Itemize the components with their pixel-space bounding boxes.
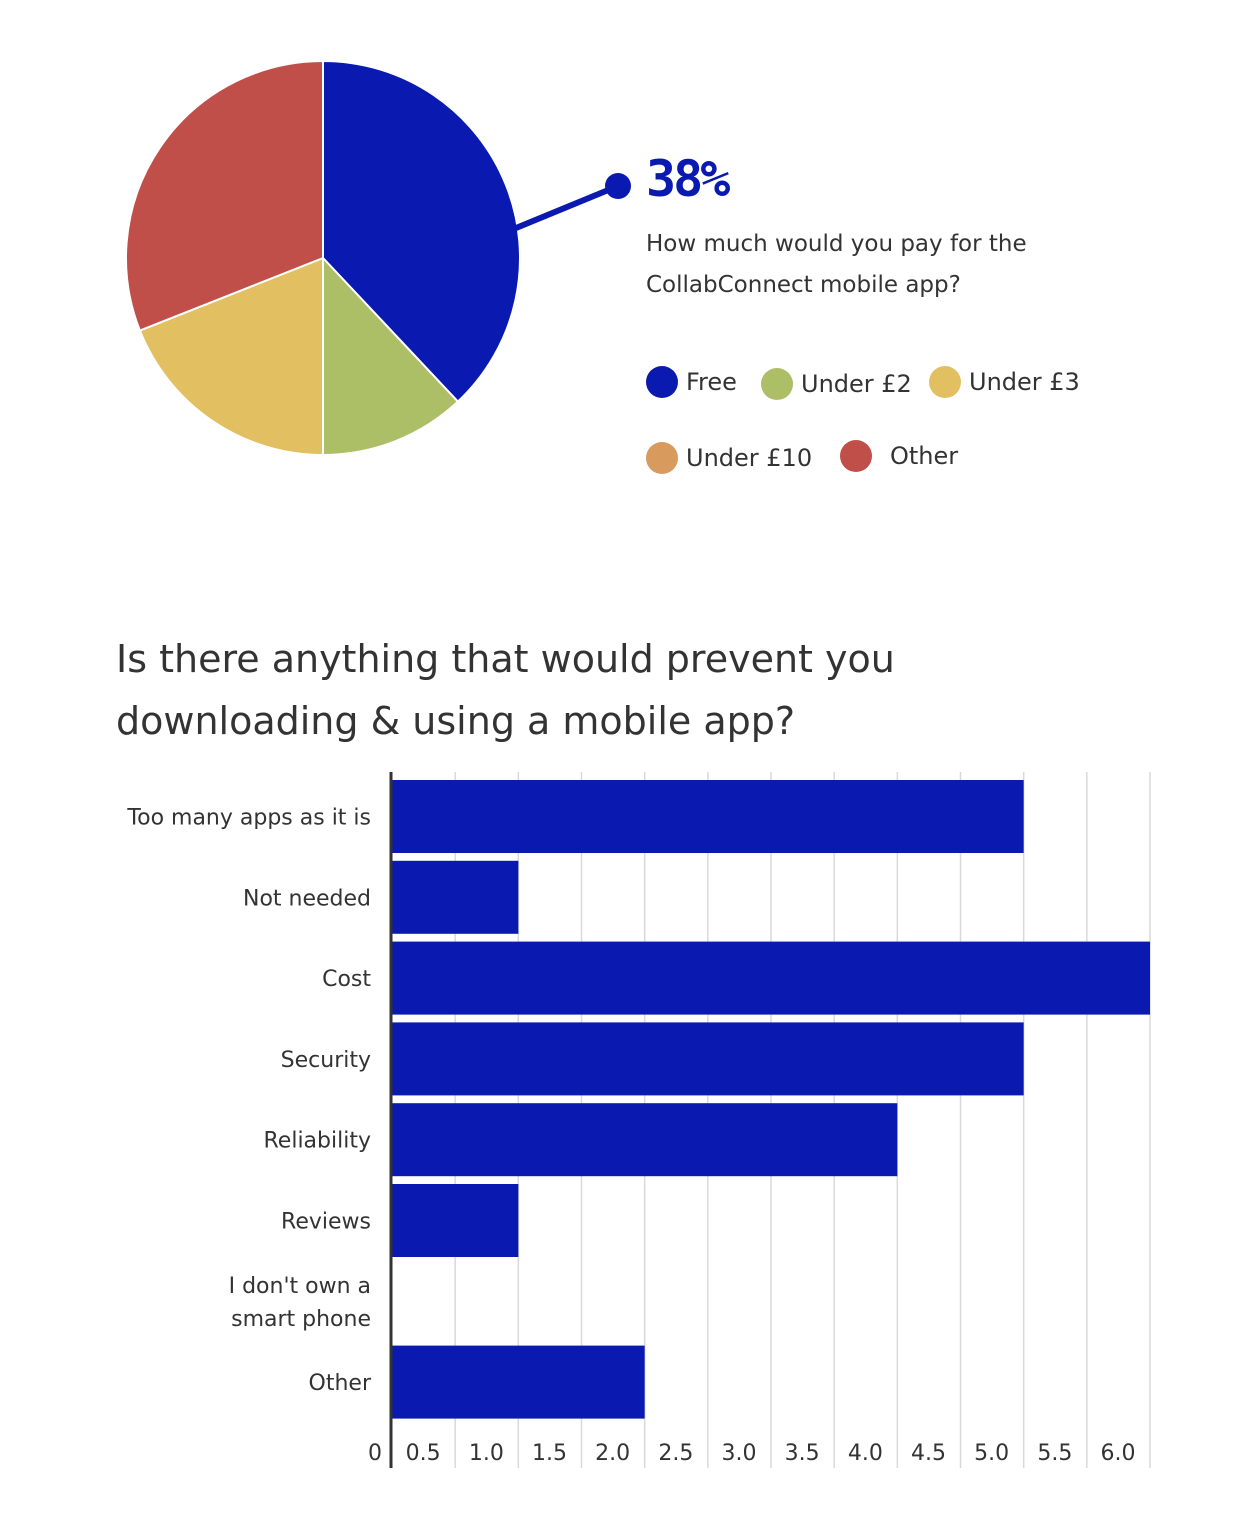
callout-connector bbox=[514, 183, 620, 231]
x-tick-label: 1.5 bbox=[532, 1441, 567, 1466]
category-label: Cost bbox=[322, 967, 371, 992]
category-label: Other bbox=[309, 1371, 372, 1396]
pie-chart bbox=[125, 59, 631, 457]
legend-item-under-gbp-10: Under £10 bbox=[646, 442, 812, 474]
x-tick-label: 1.0 bbox=[469, 1441, 504, 1466]
x-tick-label: 2.5 bbox=[658, 1441, 693, 1466]
bar-not-needed bbox=[392, 860, 519, 934]
legend-label: Free bbox=[686, 368, 737, 396]
bar-cost bbox=[392, 941, 1150, 1015]
x-tick-label: 4.5 bbox=[911, 1441, 946, 1466]
category-label: Reviews bbox=[281, 1210, 371, 1235]
x-tick-label: 4.0 bbox=[848, 1441, 883, 1466]
pie-question: How much would you pay for the CollabCon… bbox=[646, 231, 1027, 298]
pie-slice-free bbox=[322, 59, 521, 404]
x-tick-label: 5.0 bbox=[974, 1441, 1009, 1466]
bar-reliability bbox=[392, 1103, 898, 1177]
legend-item-under-gbp-3: Under £3 bbox=[929, 366, 1080, 398]
legend-label: Under £10 bbox=[686, 444, 813, 472]
legend-label: Under £2 bbox=[801, 370, 912, 398]
x-tick-label: 0 bbox=[368, 1441, 382, 1466]
legend-swatch bbox=[929, 366, 961, 398]
bar-too-many-apps-as-it-is bbox=[392, 780, 1024, 853]
pie-slice-under-gbp-3 bbox=[138, 256, 324, 457]
x-tick-label: 6.0 bbox=[1101, 1441, 1136, 1466]
bar-other bbox=[392, 1345, 645, 1419]
legend-swatch bbox=[646, 442, 678, 474]
bar-chart-title: Is there anything that would prevent you… bbox=[116, 637, 895, 743]
category-label: Security bbox=[281, 1048, 371, 1073]
legend-item-other: Other bbox=[840, 440, 958, 472]
x-tick-label: 2.0 bbox=[595, 1441, 630, 1466]
x-tick-label: 3.0 bbox=[722, 1441, 757, 1466]
legend-label: Under £3 bbox=[969, 368, 1080, 396]
legend-item-under-gbp-2: Under £2 bbox=[761, 368, 912, 400]
category-label: Not needed bbox=[243, 886, 371, 911]
category-label: Reliability bbox=[264, 1129, 372, 1154]
x-tick-label: 5.5 bbox=[1037, 1441, 1072, 1466]
legend-swatch bbox=[646, 366, 678, 398]
legend-item-free: Free bbox=[646, 366, 737, 398]
legend-swatch bbox=[761, 368, 793, 400]
x-tick-label: 3.5 bbox=[785, 1441, 820, 1466]
bar-reviews bbox=[392, 1184, 519, 1257]
category-label: I don't own a smart phone bbox=[229, 1274, 371, 1332]
callout-dot bbox=[605, 173, 631, 199]
x-tick-label: 0.5 bbox=[406, 1441, 441, 1466]
category-label: Too many apps as it is bbox=[126, 806, 371, 831]
pie-slice-under-gbp-2 bbox=[322, 255, 460, 457]
legend-swatch bbox=[840, 440, 872, 472]
pie-slice-other bbox=[125, 59, 324, 332]
legend-label: Other bbox=[890, 442, 959, 470]
bar-security bbox=[392, 1022, 1024, 1096]
pie-highlight-value: 38% bbox=[646, 150, 730, 208]
